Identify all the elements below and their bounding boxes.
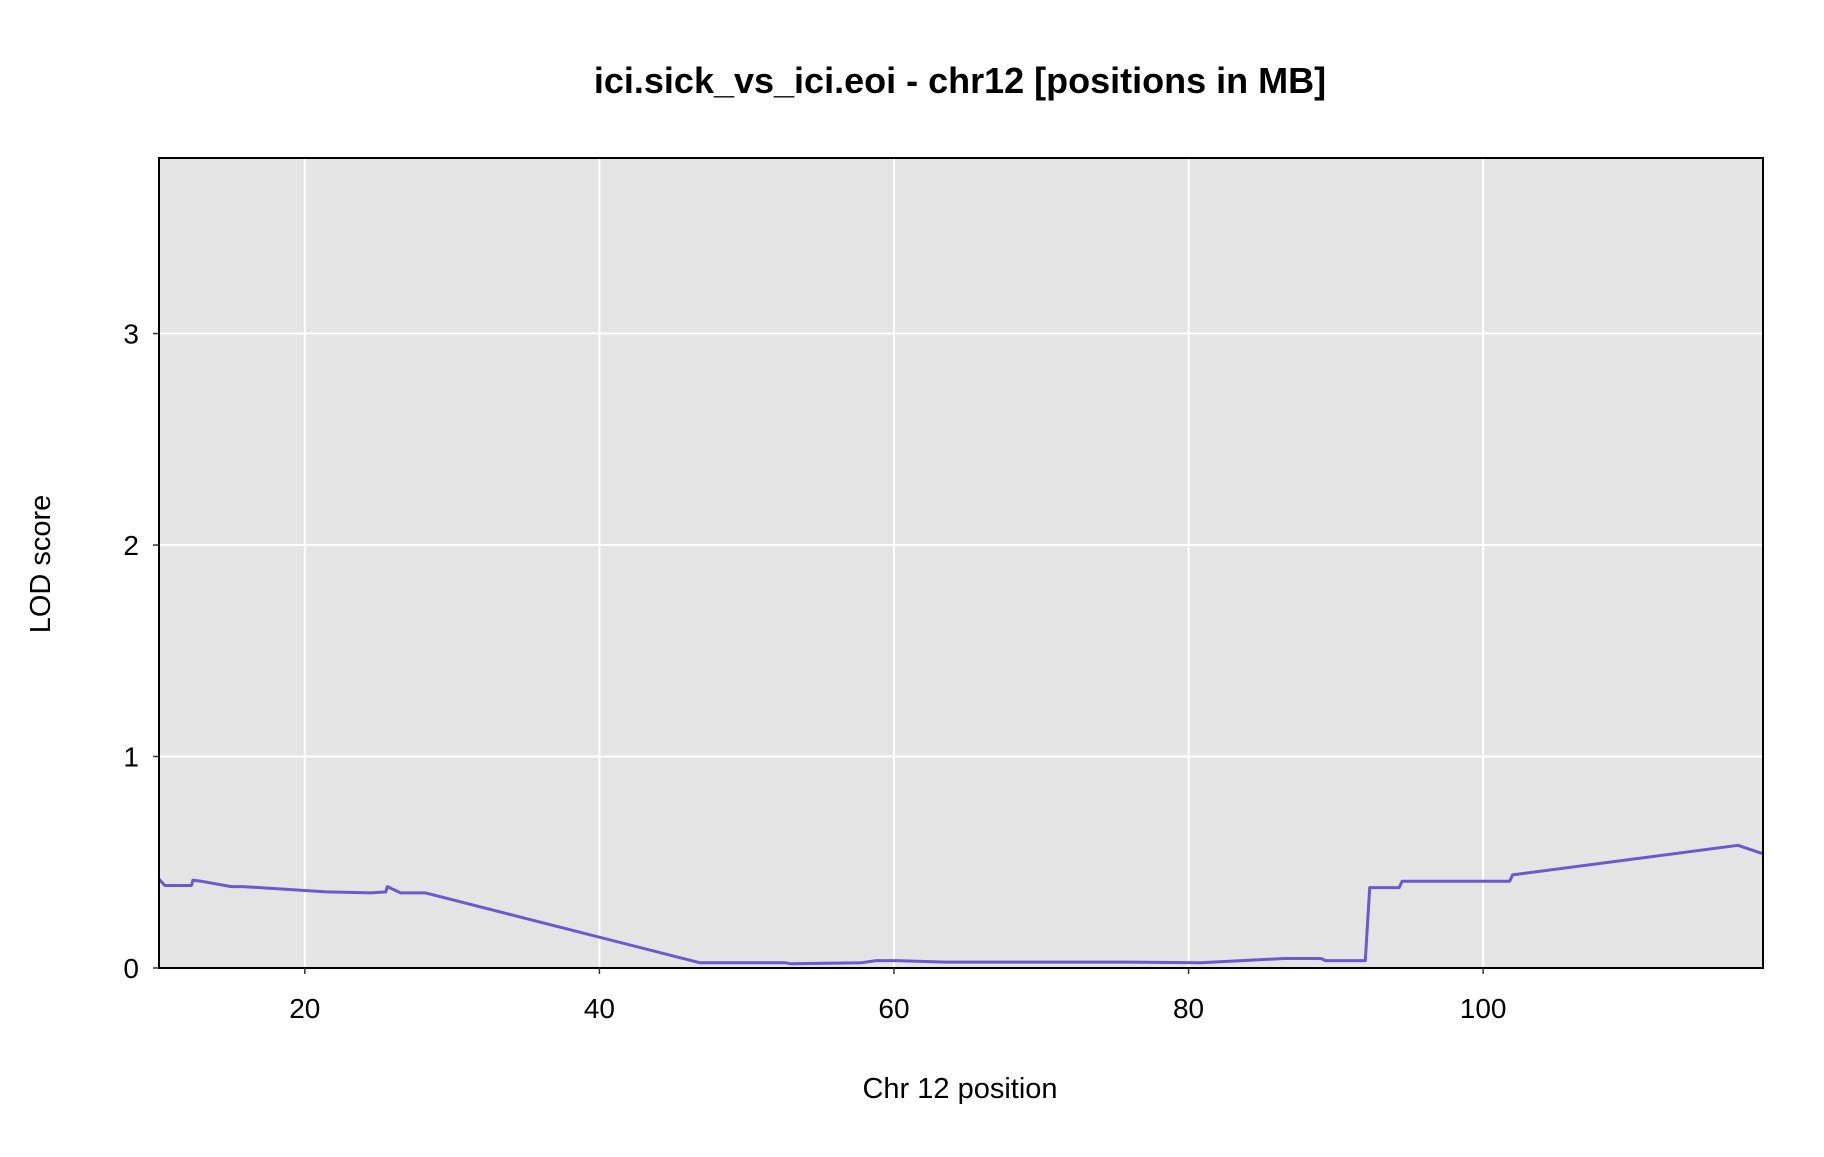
frame-layer <box>158 157 1764 969</box>
x-tick-label: 80 <box>1173 993 1204 1024</box>
plot-panel-background <box>159 158 1763 968</box>
plot-frame <box>158 157 1764 969</box>
y-axis-label: LOD score <box>25 495 57 634</box>
x-axis-label: Chr 12 position <box>862 1073 1057 1105</box>
x-tick-label: 100 <box>1460 993 1507 1024</box>
grid-layer <box>159 158 1763 968</box>
y-tick-label: 0 <box>123 953 139 984</box>
plot-panel-layer <box>159 158 1763 968</box>
x-tick-label: 40 <box>584 993 615 1024</box>
x-tick-label: 60 <box>878 993 909 1024</box>
lod-series-line <box>157 843 1764 966</box>
x-tick-label: 20 <box>289 993 320 1024</box>
y-tick-label: 3 <box>123 319 139 350</box>
series-layer <box>157 843 1764 966</box>
y-tick-label: 2 <box>123 530 139 561</box>
tick-layer: 20 40 60 80 100 0 1 2 3 <box>123 319 1506 1024</box>
y-tick-label: 1 <box>123 742 139 773</box>
chart-title: ici.sick_vs_ici.eoi - chr12 [positions i… <box>594 60 1326 101</box>
